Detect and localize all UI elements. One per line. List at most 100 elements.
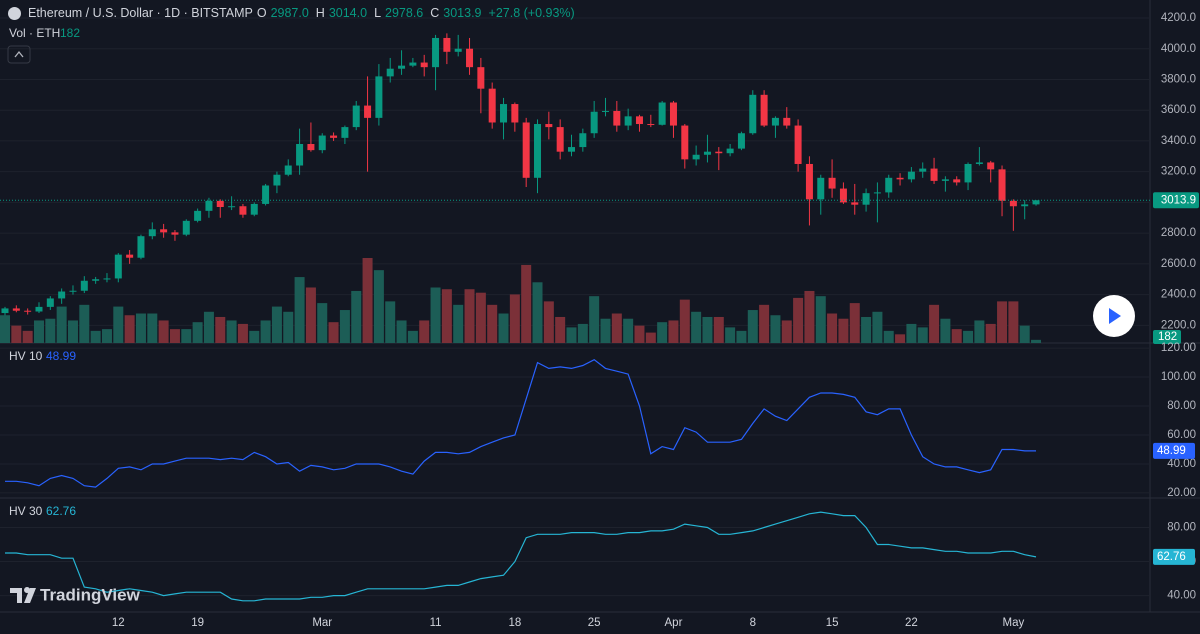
play-button[interactable] xyxy=(1093,295,1135,337)
y-tick-label: 4000.0 xyxy=(1161,43,1196,55)
x-tick-label: May xyxy=(1003,617,1025,629)
volume-bar xyxy=(135,313,146,343)
play-button-icon[interactable] xyxy=(1109,308,1121,324)
candle-body xyxy=(941,179,949,181)
candle-body xyxy=(681,125,689,160)
candle-body xyxy=(930,168,938,181)
candle-body xyxy=(409,62,417,66)
volume-bar xyxy=(985,323,996,343)
last-value-box xyxy=(1153,548,1195,565)
volume-bar xyxy=(475,292,486,343)
volume-bar xyxy=(181,329,192,343)
candle-body xyxy=(658,102,666,125)
volume-bar xyxy=(883,330,894,343)
volume-bar xyxy=(736,330,747,343)
volume-bar xyxy=(147,313,158,343)
volume-bar xyxy=(827,313,838,343)
y-tick-label: 20.00 xyxy=(1167,487,1196,499)
volume-bar xyxy=(600,318,611,343)
candle-body xyxy=(364,105,372,118)
volume-bar xyxy=(339,310,350,343)
candle-body xyxy=(341,127,349,138)
volume-bar xyxy=(419,320,430,343)
y-tick-label: 40.00 xyxy=(1167,458,1196,470)
watermark-text: TradingView xyxy=(40,585,141,604)
candle-body xyxy=(137,236,145,258)
volume-bar xyxy=(509,294,520,343)
volume-bar xyxy=(373,270,384,343)
volume-bar xyxy=(203,311,214,343)
volume-bar xyxy=(407,330,418,343)
candle-body xyxy=(579,133,587,148)
candle-body xyxy=(126,254,134,258)
volume-bar xyxy=(623,318,634,343)
volume-bar xyxy=(0,315,10,343)
volume-bar xyxy=(249,330,260,343)
candle-body xyxy=(500,104,508,123)
volume-bar xyxy=(702,316,713,343)
candle-body xyxy=(262,185,270,204)
ohlc-value: 2978.6 xyxy=(385,6,424,20)
volume-bar xyxy=(283,311,294,343)
candle-body xyxy=(46,298,54,307)
volume-bar xyxy=(328,322,339,343)
watermark-logo xyxy=(10,587,36,603)
volume-bar xyxy=(521,264,532,343)
ohlc-key: L xyxy=(374,6,382,20)
volume-bar xyxy=(815,296,826,343)
volume-bar xyxy=(1019,325,1030,343)
x-tick-label: 15 xyxy=(826,617,839,629)
volume-bar xyxy=(385,301,396,343)
volume-bar xyxy=(1008,301,1019,343)
candle-body xyxy=(907,171,915,180)
candle-body xyxy=(454,48,462,52)
volume-bar xyxy=(124,315,135,343)
indicator-line xyxy=(5,511,1037,602)
candle-body xyxy=(80,280,88,291)
volume-bar xyxy=(396,320,407,343)
volume-bar xyxy=(543,301,554,343)
volume-bar xyxy=(294,277,305,343)
volume-bar xyxy=(430,287,441,343)
collapse-button[interactable] xyxy=(7,45,31,64)
volume-bar xyxy=(158,320,169,343)
indicator-legend-value: 48.99 xyxy=(46,349,76,363)
ohlc-value: 2987.0 xyxy=(270,6,309,20)
indicator-line xyxy=(5,358,1036,488)
candle-body xyxy=(601,110,609,112)
x-tick-label: 18 xyxy=(508,617,521,629)
candle-body xyxy=(296,143,304,166)
volume-bar xyxy=(271,306,282,343)
x-tick-label: 25 xyxy=(588,617,601,629)
volume-bar xyxy=(453,304,464,343)
volume-bar xyxy=(759,304,770,343)
y-tick-label: 80.00 xyxy=(1167,522,1196,534)
volume-bar xyxy=(951,329,962,343)
candle-body xyxy=(92,279,100,281)
volume-bar xyxy=(22,330,33,343)
candle-body xyxy=(885,177,893,193)
last-value-label: 48.99 xyxy=(1157,445,1186,457)
y-tick-label: 60.00 xyxy=(1167,429,1196,441)
volume-bar xyxy=(895,334,906,343)
volume-bar xyxy=(838,318,849,343)
volume-bar xyxy=(56,306,67,343)
candle-body xyxy=(964,163,972,183)
y-tick-label: 40.00 xyxy=(1167,590,1196,602)
volume-bar xyxy=(804,290,815,343)
collapse-button-box[interactable] xyxy=(7,45,31,64)
y-tick-label: 3600.0 xyxy=(1161,104,1196,116)
candle-body xyxy=(1009,200,1017,207)
collapse-caret[interactable] xyxy=(14,50,24,58)
candle-body xyxy=(330,135,338,138)
x-tick-label: 11 xyxy=(430,617,442,629)
candle-body xyxy=(760,94,768,126)
candle-body xyxy=(817,177,825,200)
volume-bar xyxy=(861,316,872,343)
volume-bar xyxy=(45,318,56,343)
candle-body xyxy=(318,135,326,151)
x-tick-label: 19 xyxy=(191,617,204,629)
candle-body xyxy=(488,88,496,123)
volume-bar xyxy=(487,304,498,343)
